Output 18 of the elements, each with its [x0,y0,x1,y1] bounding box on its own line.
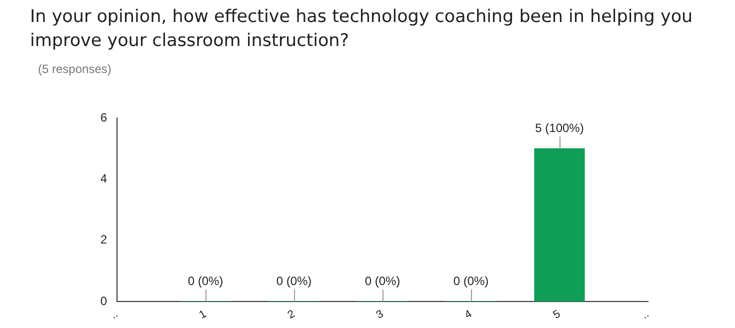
y-tick-label: 0 [100,294,108,308]
chart-subtitle: (5 responses) [38,62,112,76]
data-label: 0 (0%) [276,274,312,288]
y-tick-label: 6 [100,110,108,124]
y-tick-label: 2 [100,232,108,247]
y-tick-label: 4 [100,171,108,186]
x-tick-label: 4 [462,308,474,322]
data-label: 0 (0%) [188,274,224,288]
data-label: 0 (0%) [453,274,489,288]
chart-title: In your opinion, how effective has technology coaching been in helping you improve your classroom instruction? [30,6,694,53]
x-tick-label: 1 [197,308,209,322]
x-tick-label: .. [640,308,652,322]
x-tick-label: 2 [286,308,298,322]
data-label: 5 (100%) [535,120,584,135]
x-tick-label: 5 [551,308,563,322]
x-tick-label: 3 [374,308,386,322]
x-tick-label: .. [108,308,120,322]
data-label: 0 (0%) [364,274,400,288]
